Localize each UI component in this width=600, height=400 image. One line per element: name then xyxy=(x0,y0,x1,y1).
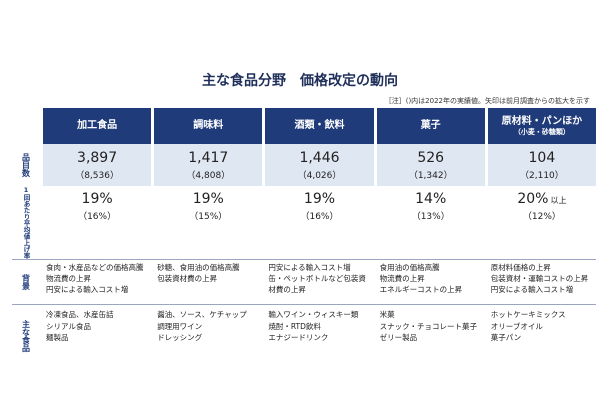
row-label-rate: 1回あたり平均値上げ率 xyxy=(22,186,30,259)
background-line: 円安による輸入コスト増 xyxy=(268,263,351,272)
rate-suffix: 以上 xyxy=(550,195,567,205)
column-header: 菓子 xyxy=(376,108,485,144)
column-header-label: 原材料・パンほか xyxy=(501,116,583,128)
food-line: 焼酎・RTD飲料 xyxy=(268,321,321,331)
background-cell: 食用油の価格高騰 物流費の上昇 エネルギーコストの上昇 xyxy=(377,260,485,304)
column-header-label: 菓子 xyxy=(420,120,441,132)
row-divider xyxy=(12,304,596,305)
items-prev-value: （1,342） xyxy=(408,170,453,181)
column-header-sub: （小麦・砂糖類） xyxy=(513,127,570,136)
rate-cell: 19% （16%） xyxy=(43,186,151,226)
rate-line: 19% xyxy=(82,191,113,207)
rate-line: 20% 以上 xyxy=(517,191,566,207)
food-line: 調理用ワイン xyxy=(157,321,203,331)
column-header: 調味料 xyxy=(154,108,263,144)
background-line: 包装資材・運輸コストの上昇 xyxy=(490,273,589,283)
table-note: ［注］()内は2022年の実績値。矢印は前月調査からの拡大を示す xyxy=(384,97,590,105)
food-line: 醤油、ソース、ケチャップ xyxy=(157,310,247,319)
items-prev-value: （4,808） xyxy=(186,170,231,181)
food-line: 冷凍食品、水産缶詰 xyxy=(46,310,114,319)
items-value: 526 xyxy=(417,149,445,166)
food-line: スナック・チョコレート菓子 xyxy=(379,321,477,331)
items-value: 104 xyxy=(528,149,556,166)
rate-value: 20% xyxy=(517,190,549,207)
items-value: 1,446 xyxy=(299,149,340,166)
items-prev-value: （2,110） xyxy=(520,170,564,181)
background-line: 原材料価格の上昇 xyxy=(490,263,551,272)
food-line: ホットケーキミックス xyxy=(490,310,566,319)
row-label-foods: 主な食品 xyxy=(21,320,31,352)
rate-value: 19% xyxy=(303,190,336,207)
rate-line: 14% xyxy=(415,191,446,207)
page-title: 主な食品分野 価格改定の動向 xyxy=(202,73,398,89)
rate-prev-value: （15%） xyxy=(189,211,228,222)
items-value: 3,897 xyxy=(77,149,118,166)
rate-prev-value: （13%） xyxy=(411,211,450,222)
items-cell: 104 （2,110） xyxy=(487,144,596,186)
column-header-label: 調味料 xyxy=(193,120,224,132)
items-prev-value: （8,536） xyxy=(75,170,119,181)
rate-cell: 19% （16%） xyxy=(265,186,373,226)
rate-line: 19% xyxy=(304,191,335,207)
price-revision-table: 加工食品 調味料 酒類・飲料 菓子 原材料・パンほか （小麦・砂糖類） 品目数 3,897 （8… xyxy=(12,108,596,367)
rate-line: 19% xyxy=(193,191,224,207)
foods-cell: 輸入ワイン・ウィスキー類 焼酎・RTD飲料 エナジードリンク xyxy=(265,305,373,367)
rate-cell: 20% 以上 （12%） xyxy=(488,186,596,226)
background-line: 食肉・水産品などの価格高騰 xyxy=(46,263,144,272)
food-line: 輸入ワイン・ウィスキー類 xyxy=(268,310,359,319)
food-line: シリアル食品 xyxy=(46,321,91,331)
background-line: 物流費の上昇 xyxy=(46,273,91,283)
column-header: 加工食品 xyxy=(43,108,152,144)
rate-cell: 14% （13%） xyxy=(377,186,485,226)
food-line: 米菓 xyxy=(379,310,395,319)
background-cell: 原材料価格の上昇 包装資材・運輸コストの上昇 円安による輸入コスト増 xyxy=(488,260,596,304)
background-line: 円安による輸入コスト増 xyxy=(46,284,129,294)
background-cell: 食肉・水産品などの価格高騰 物流費の上昇 円安による輸入コスト増 xyxy=(43,260,151,304)
items-cell: 1,417 （4,808） xyxy=(154,144,263,186)
rate-cell: 19% （15%） xyxy=(154,186,262,226)
background-cell: 円安による輸入コスト増 缶・ペットボトルなど包装資材費の上昇 xyxy=(265,260,373,304)
items-value: 1,417 xyxy=(188,149,229,166)
food-line: 麺製品 xyxy=(46,333,69,343)
foods-cell: 醤油、ソース、ケチャップ 調理用ワイン ドレッシング xyxy=(154,305,262,367)
food-line: エナジードリンク xyxy=(268,333,329,343)
background-cell: 砂糖、食用油の価格高騰 包装資材費の上昇 xyxy=(154,260,262,304)
food-line: オリーブオイル xyxy=(490,321,543,331)
background-line: 円安による輸入コスト増 xyxy=(490,284,574,294)
rate-prev-value: （16%） xyxy=(300,211,339,222)
rate-prev-value: （12%） xyxy=(522,211,561,222)
background-line: 缶・ペットボトルなど包装資材費の上昇 xyxy=(268,273,366,294)
background-line: 砂糖、食用油の価格高騰 xyxy=(157,263,240,272)
background-line: エネルギーコストの上昇 xyxy=(379,284,463,294)
column-header: 酒類・飲料 xyxy=(265,108,374,144)
food-line: ゼリー製品 xyxy=(379,333,418,343)
background-line: 物流費の上昇 xyxy=(379,273,425,283)
items-cell: 3,897 （8,536） xyxy=(43,144,152,186)
row-label-items: 品目数 xyxy=(21,153,31,177)
rate-value: 19% xyxy=(81,190,113,207)
background-line: 包装資材費の上昇 xyxy=(157,273,218,283)
column-header: 原材料・パンほか （小麦・砂糖類） xyxy=(487,108,596,144)
items-cell: 1,446 （4,026） xyxy=(265,144,374,186)
row-label-background: 背景 xyxy=(21,274,31,290)
foods-cell: 冷凍食品、水産缶詰 シリアル食品 麺製品 xyxy=(43,305,151,367)
row-divider xyxy=(12,259,596,260)
column-header-label: 加工食品 xyxy=(77,120,118,132)
rate-prev-value: （16%） xyxy=(78,211,117,222)
column-header-label: 酒類・飲料 xyxy=(294,120,345,132)
rate-value: 14% xyxy=(415,190,447,207)
rate-value: 19% xyxy=(192,190,224,207)
food-line: ドレッシング xyxy=(157,333,203,343)
table-corner xyxy=(12,108,40,144)
items-cell: 526 （1,342） xyxy=(376,144,485,186)
background-line: 食用油の価格高騰 xyxy=(379,263,440,272)
foods-cell: 米菓スナック・チョコレート菓子 ゼリー製品 xyxy=(377,305,485,367)
items-prev-value: （4,026） xyxy=(297,170,342,181)
food-line: 菓子パン xyxy=(490,333,522,343)
foods-cell: ホットケーキミックス オリーブオイル 菓子パン xyxy=(488,305,596,367)
